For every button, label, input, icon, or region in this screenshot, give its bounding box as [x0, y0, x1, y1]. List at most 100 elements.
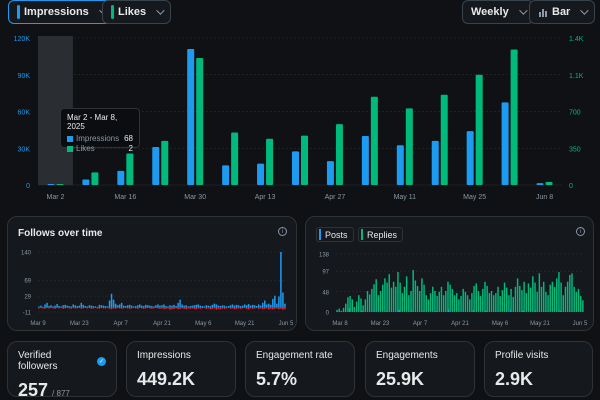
follows-lost-bar: [157, 307, 159, 309]
replies-bar: [423, 284, 425, 312]
follows-gained-bar: [173, 304, 175, 308]
replies-bar: [571, 273, 573, 312]
follows-lost-bar: [153, 307, 155, 309]
replies-bar: [395, 286, 397, 312]
impressions-bar: [536, 183, 544, 185]
follows-gained-bar: [64, 304, 66, 308]
follows-lost-bar: [207, 307, 210, 309]
replies-toggle[interactable]: Replies: [358, 227, 404, 242]
replies-bar: [512, 296, 514, 312]
follows-lost-bar: [126, 307, 129, 309]
replies-bar: [469, 299, 471, 312]
follows-gained-bar: [72, 304, 74, 308]
follows-gained-bar: [262, 302, 264, 308]
stat-engagements[interactable]: Engagements 25.9K: [365, 341, 475, 397]
follows-lost-bar: [251, 307, 254, 309]
stat-engagement-rate[interactable]: Engagement rate 5.7%: [245, 341, 355, 397]
follows-lost-bar: [118, 307, 121, 309]
follows-gained-bar: [282, 292, 284, 308]
follows-gained-bar: [187, 306, 189, 308]
follows-lost-bar: [259, 307, 262, 309]
x-tick-label: May 6: [492, 321, 509, 327]
replies-bar: [521, 290, 523, 312]
replies-bar: [451, 288, 454, 312]
follows-gained-bar: [223, 305, 226, 308]
follows-lost-bar: [163, 307, 165, 310]
follows-lost-bar: [122, 307, 125, 309]
replies-bar: [460, 296, 462, 312]
follows-gained-bar: [149, 305, 151, 308]
posts-bar: [398, 309, 400, 312]
replies-bar: [577, 288, 580, 312]
follows-lost-bar: [181, 307, 183, 309]
follows-lost-bar: [191, 307, 193, 309]
y-tick-label: 29: [24, 295, 31, 301]
replies-bar: [368, 294, 371, 312]
replies-bar: [449, 284, 451, 312]
stat-profile-visits[interactable]: Profile visits 2.9K: [484, 341, 593, 397]
follows-gained-bar: [38, 306, 40, 308]
replies-bar: [371, 288, 373, 312]
period-select[interactable]: Weekly: [462, 0, 534, 24]
posts-bar: [386, 311, 388, 312]
stat-verified-followers[interactable]: Verified followers ✓ 257 / 877: [7, 341, 117, 400]
replies-bar: [392, 281, 395, 312]
metric-select-likes[interactable]: Likes: [102, 0, 172, 24]
likes-color-swatch: [111, 5, 114, 19]
chart-type-select[interactable]: Bar: [529, 0, 596, 24]
x-tick-label: Mar 8: [332, 321, 348, 327]
follows-lost-bar: [211, 307, 214, 309]
replies-bar: [564, 286, 567, 312]
follows-gained-bar: [161, 305, 163, 308]
posts-bar: [373, 309, 375, 312]
follows-lost-bar: [247, 307, 250, 310]
replies-bar: [464, 291, 467, 312]
period-select-label: Weekly: [471, 6, 509, 18]
y-tick-label: 69: [24, 279, 31, 285]
posts-bar: [410, 310, 412, 312]
follows-gained-bar: [84, 306, 87, 308]
follows-gained-bar: [201, 306, 204, 308]
follows-lost-bar: [280, 307, 282, 309]
posts-bar: [435, 311, 437, 312]
follows-gained-bar: [225, 306, 228, 308]
replies-bar: [421, 278, 423, 312]
posts-toggle[interactable]: Posts: [316, 227, 354, 242]
follows-gained-bar: [106, 306, 109, 308]
stat-verified-followers-value: 257: [18, 380, 49, 400]
replies-bar: [482, 288, 484, 312]
posts-bar: [472, 310, 474, 312]
chart-tooltip: Mar 2 - Mar 8, 2025 Impressions 68 Likes…: [60, 108, 140, 153]
posts-bar: [534, 310, 536, 312]
posts-bar: [336, 310, 338, 312]
replies-bar: [501, 290, 504, 312]
replies-bar: [436, 296, 438, 312]
info-icon[interactable]: i: [576, 227, 585, 236]
follows-lost-bar: [272, 307, 274, 310]
replies-bar: [505, 287, 508, 312]
follows-lost-bar: [167, 307, 169, 309]
metric-select-impressions[interactable]: Impressions: [8, 0, 114, 24]
follows-lost-bar: [80, 307, 83, 309]
stat-engagements-label: Engagements: [376, 350, 438, 361]
impressions-bar: [222, 165, 230, 185]
replies-bar: [562, 295, 565, 312]
tooltip-likes-label: Likes: [76, 144, 95, 153]
follows-lost-bar: [235, 307, 238, 309]
replies-bar: [556, 278, 558, 312]
chart-type-select-label: Bar: [552, 6, 571, 18]
follows-gained-bar: [193, 305, 195, 308]
replies-bar: [547, 295, 549, 312]
follows-lost-bar: [112, 307, 115, 309]
follows-lost-bar: [233, 307, 236, 310]
x-tick-label: Mar 2: [47, 194, 65, 201]
replies-bar: [405, 276, 408, 312]
tooltip-likes-value: 2: [128, 144, 133, 153]
replies-bar: [499, 296, 501, 312]
follows-gained-bar: [110, 293, 113, 308]
replies-bar: [455, 293, 458, 312]
y-left-tick-label: 120K: [14, 36, 31, 43]
tooltip-impressions-value: 68: [124, 134, 133, 143]
info-icon[interactable]: i: [278, 227, 287, 236]
stat-impressions[interactable]: Impressions 449.2K: [126, 341, 236, 397]
